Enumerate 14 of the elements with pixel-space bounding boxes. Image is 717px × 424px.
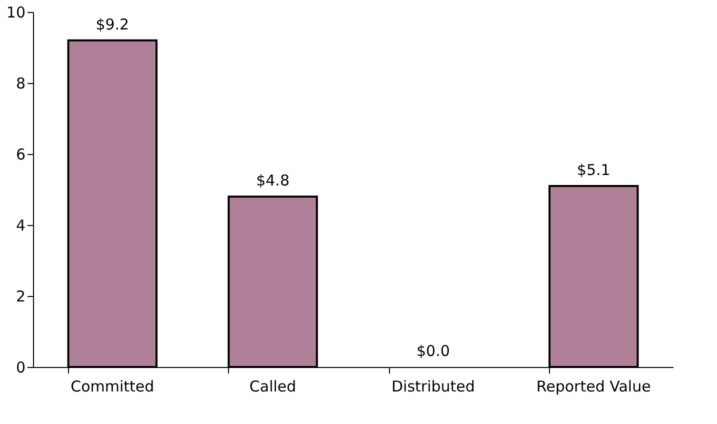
y-tick-label: 0 (16, 358, 26, 376)
data-label: $0.0 (416, 342, 450, 360)
y-tick-label: 8 (16, 74, 26, 92)
x-tick-label: Called (249, 378, 296, 396)
y-tick-label: 10 (6, 4, 26, 22)
data-label: $9.2 (96, 15, 130, 34)
y-tick-label: 2 (16, 288, 26, 306)
data-label: $5.1 (576, 160, 610, 179)
x-tick-label: Reported Value (536, 378, 651, 396)
data-label: $4.8 (256, 172, 290, 190)
x-tick-label: Distributed (391, 378, 475, 396)
x-tick-label: Committed (70, 378, 154, 396)
y-tick-label: 4 (16, 216, 26, 234)
y-tick-label: 6 (16, 146, 26, 164)
